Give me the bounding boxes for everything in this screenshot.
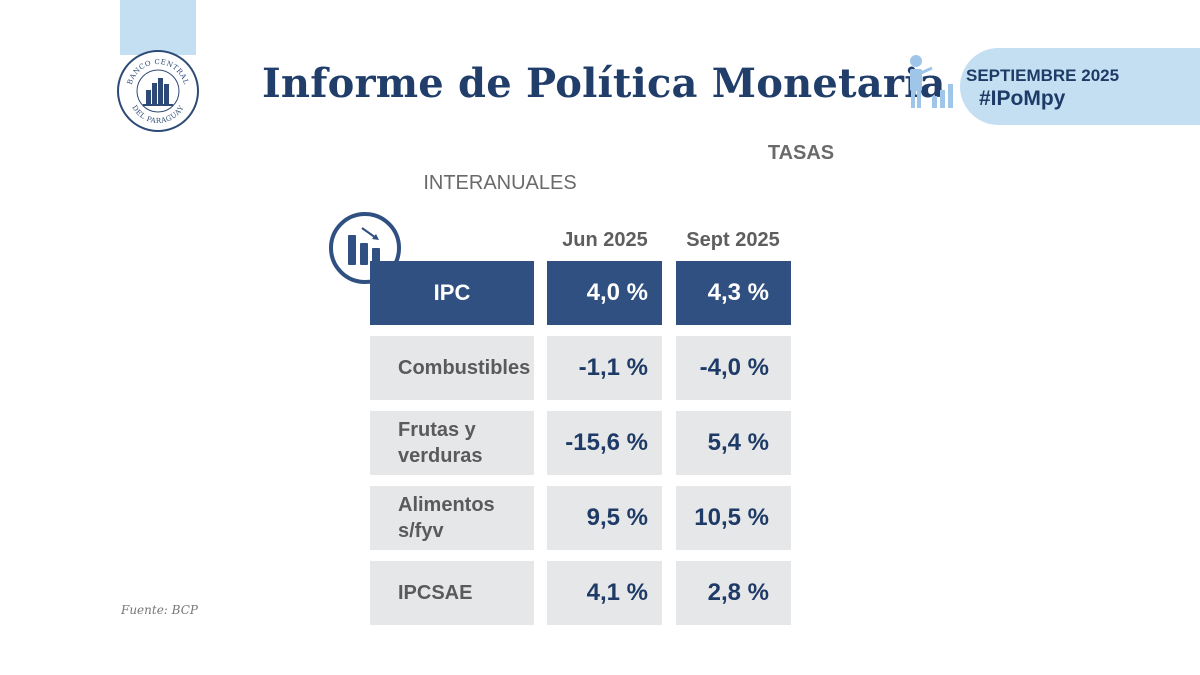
row-alimentos-jun: 9,5 % (547, 486, 662, 550)
svg-text:DEL PARAGUAY: DEL PARAGUAY (130, 104, 185, 125)
row-ipcsae-jun: 4,1 % (547, 561, 662, 625)
section-subtitle-text: INTERANUALES (423, 172, 577, 194)
page-title: Informe de Política Monetaria (262, 60, 946, 107)
report-month: SEPTIEMBRE 2025 (966, 66, 1120, 85)
row-label-frutas: Frutas y verduras (370, 411, 534, 475)
row-ipcsae-sept: 2,8 % (676, 561, 791, 625)
source-note: Fuente: BCP (121, 603, 198, 617)
svg-text:BANCO CENTRAL: BANCO CENTRAL (126, 58, 190, 86)
section-title: TASAS (0, 142, 1200, 165)
column-header-jun: Jun 2025 (562, 229, 648, 251)
decorative-band-top-right (960, 48, 1200, 125)
section-subtitle: INTERANUALES (0, 172, 1200, 195)
column-header-sept: Sept 2025 (686, 229, 780, 251)
row-alimentos-sept: 10,5 % (676, 486, 791, 550)
seal-text-bottom: DEL PARAGUAY (130, 104, 185, 125)
row-label-ipc: IPC (370, 261, 534, 325)
row-combustibles-sept: -4,0 % (676, 336, 791, 400)
row-frutas-sept: 5,4 % (676, 411, 791, 475)
decorative-band-top-left (120, 0, 196, 55)
bank-seal-icon: BANCO CENTRAL DEL PARAGUAY (117, 50, 199, 132)
bank-seal-graphic: BANCO CENTRAL DEL PARAGUAY (126, 58, 190, 125)
seal-text-top: BANCO CENTRAL (126, 58, 190, 86)
presenter-chart-icon (910, 55, 953, 108)
report-hashtag: #IPoMpy (979, 87, 1066, 110)
section-title-text: TASAS (767, 142, 835, 164)
row-combustibles-jun: -1,1 % (547, 336, 662, 400)
row-frutas-jun: -15,6 % (547, 411, 662, 475)
row-label-ipcsae: IPCSAE (370, 561, 534, 625)
row-ipc-jun: 4,0 % (547, 261, 662, 325)
row-label-combustibles: Combustibles (370, 336, 534, 400)
row-ipc-sept: 4,3 % (676, 261, 791, 325)
row-label-alimentos: Alimentos s/fyv (370, 486, 534, 550)
